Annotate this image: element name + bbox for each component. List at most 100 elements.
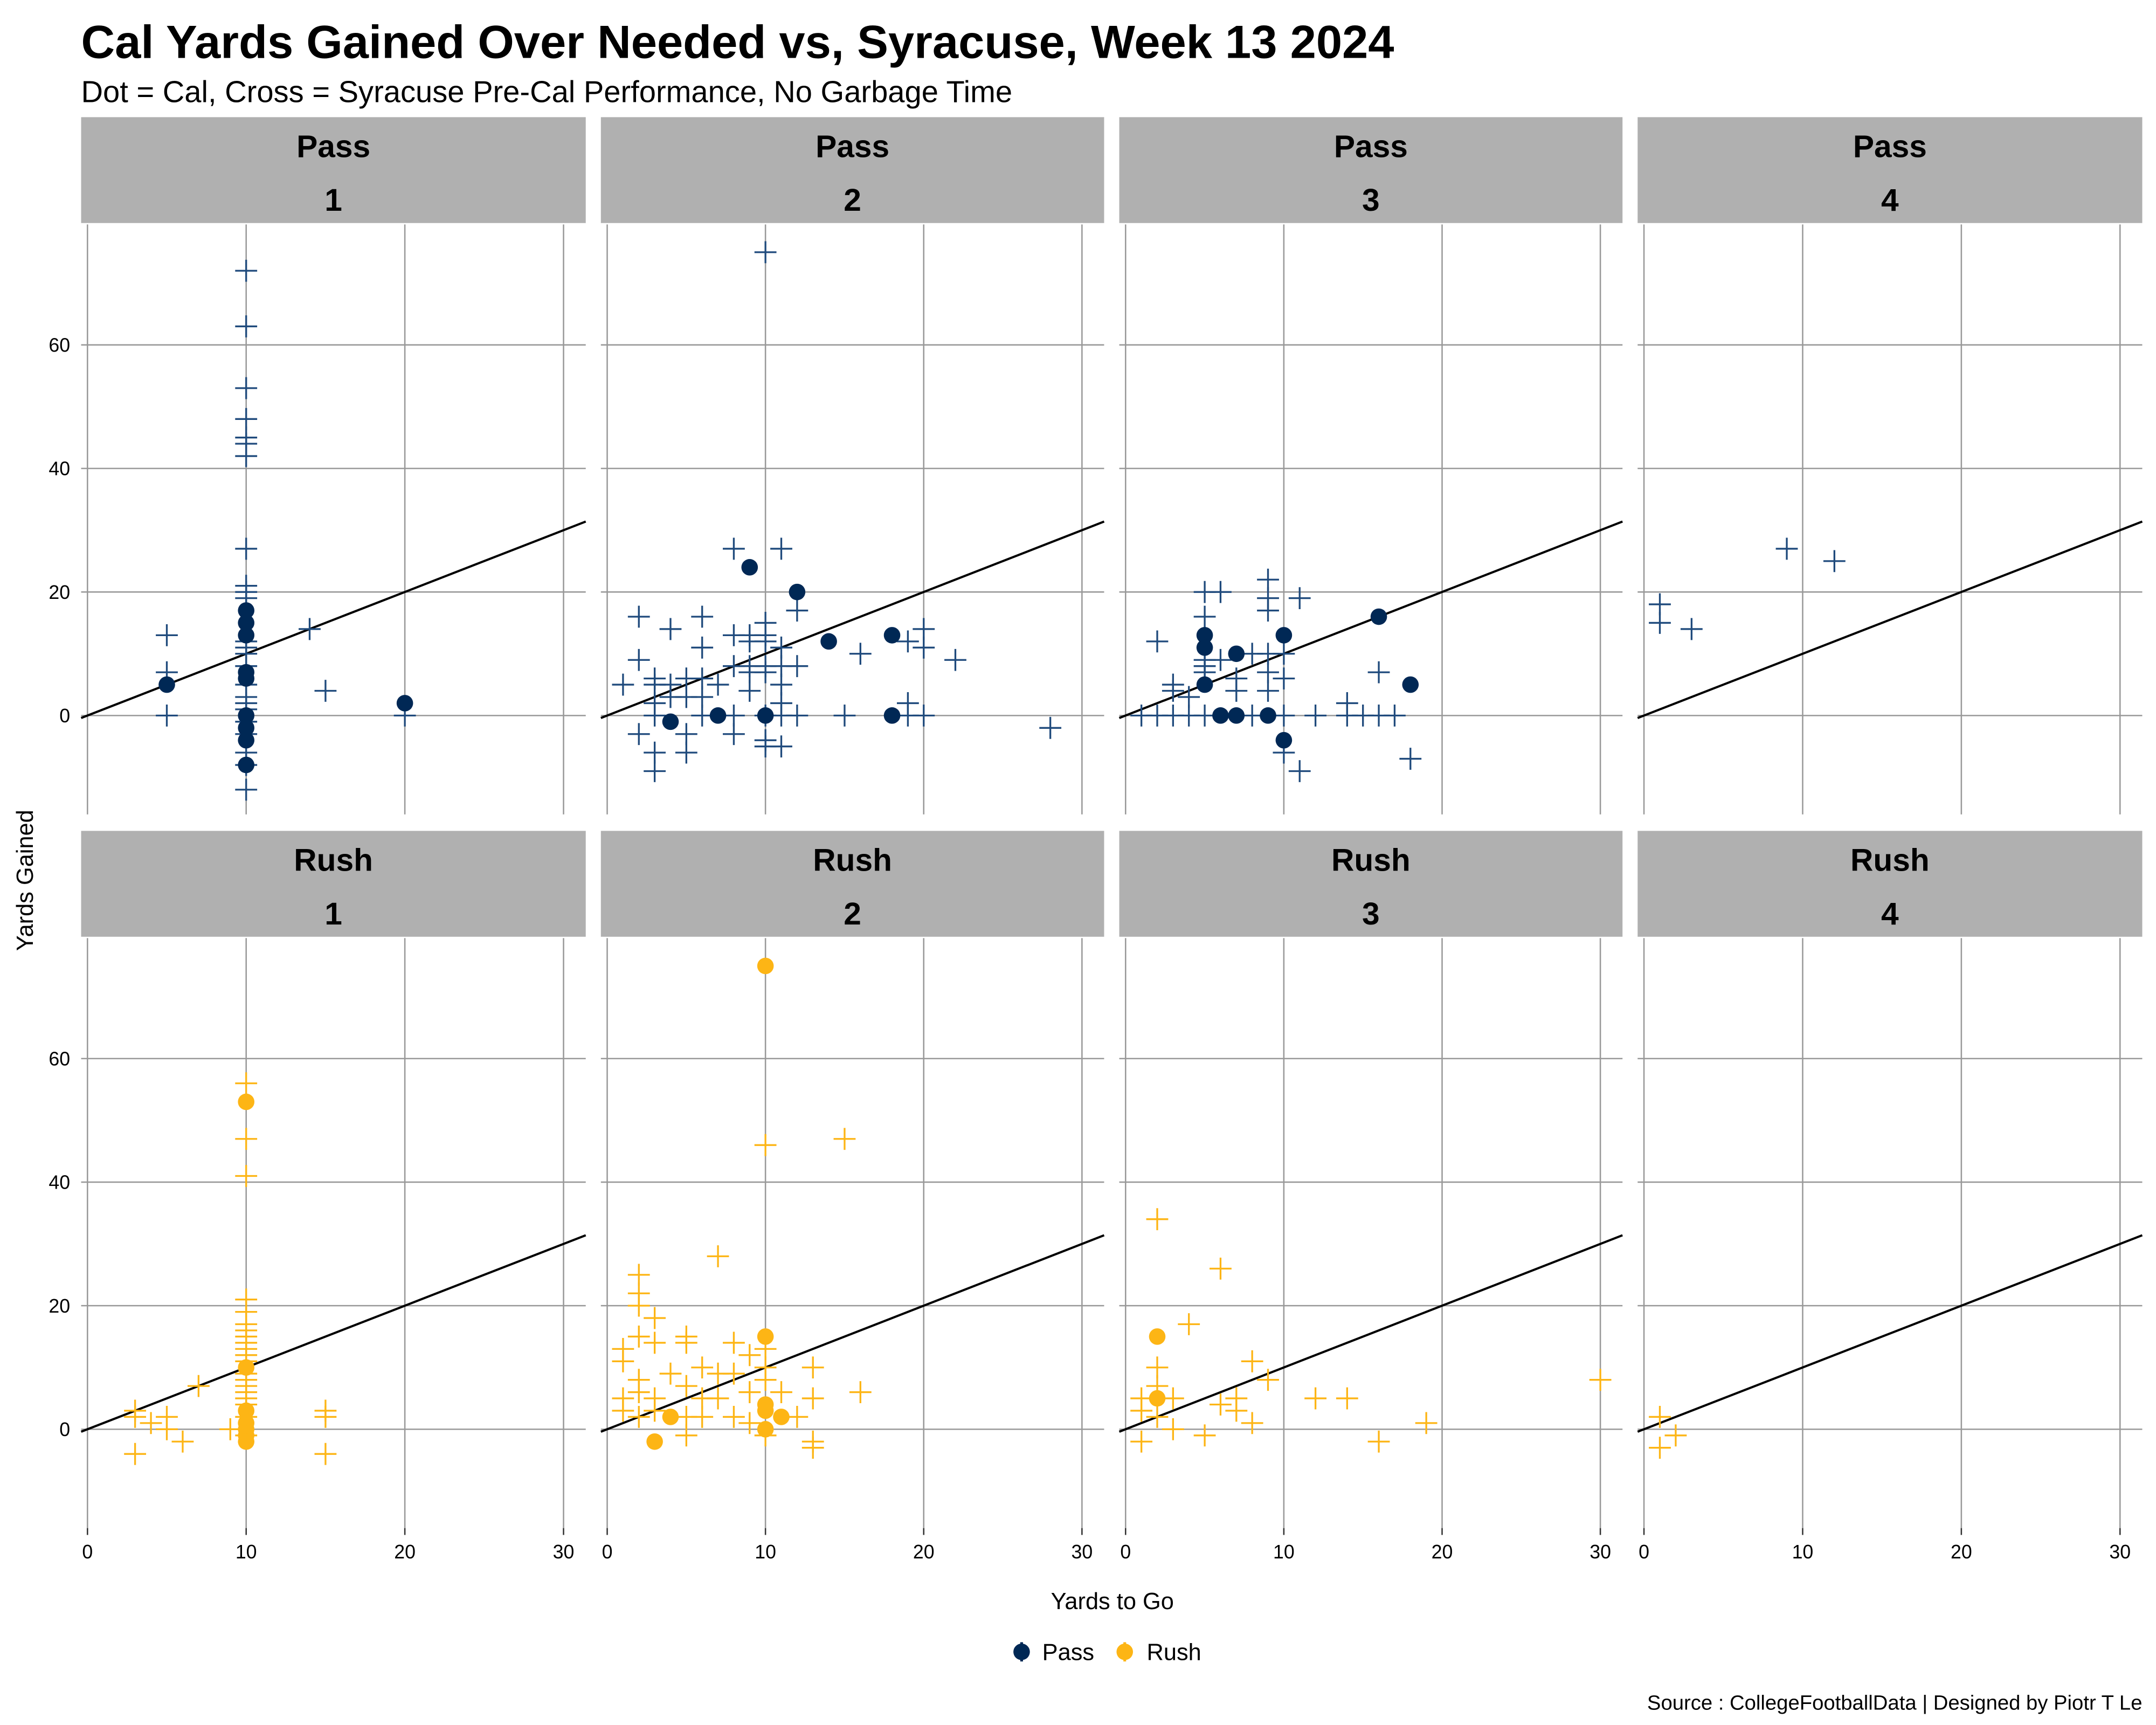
syracuse-cross-point (235, 537, 258, 560)
syracuse-cross-point (644, 704, 666, 727)
y-tick-label: 0 (59, 705, 70, 727)
cal-dot-point (1402, 676, 1419, 693)
cal-dot-point (1370, 608, 1387, 625)
syracuse-cross-point (754, 661, 777, 684)
syracuse-cross-point (627, 1294, 650, 1317)
syracuse-cross-point (187, 1375, 210, 1397)
syracuse-cross-point (235, 315, 258, 337)
cal-dot-point (773, 1409, 790, 1425)
facet-strip-down: 2 (844, 183, 861, 218)
syracuse-cross-point (801, 1387, 824, 1410)
syracuse-cross-point (1304, 704, 1327, 727)
reference-line-y-equals-x (80, 1234, 586, 1433)
y-tick-label: 40 (49, 1172, 70, 1193)
cal-dot-point (1228, 707, 1245, 724)
syracuse-cross-point (612, 1350, 634, 1372)
x-tick-label: 0 (1639, 1541, 1649, 1563)
syracuse-cross-point (1649, 612, 1671, 634)
syracuse-cross-point (1399, 748, 1422, 770)
cal-dot-point (238, 1093, 255, 1110)
syracuse-cross-point (124, 1406, 147, 1428)
syracuse-cross-point (1146, 1356, 1169, 1379)
cal-dot-point (820, 633, 837, 650)
syracuse-cross-point (801, 1356, 824, 1379)
syracuse-cross-point (156, 624, 178, 646)
syracuse-cross-point (235, 1128, 258, 1150)
cal-dot-point (238, 732, 255, 749)
cal-dot-point (1275, 732, 1293, 749)
cal-dot-point (662, 713, 679, 730)
legend-rush-dot-icon (1116, 1643, 1134, 1660)
cal-dot-point (1196, 639, 1213, 656)
facet-strip-play-type: Rush (1850, 843, 1930, 878)
x-tick-label: 0 (602, 1541, 613, 1563)
chart-subtitle: Dot = Cal, Cross = Syracuse Pre-Cal Perf… (81, 74, 1013, 108)
syracuse-cross-point (723, 723, 745, 746)
syracuse-cross-point (849, 1381, 872, 1403)
syracuse-cross-point (833, 704, 856, 727)
facet-strip-down: 4 (1881, 896, 1899, 932)
cal-dot-point (238, 615, 255, 631)
syracuse-cross-point (896, 692, 919, 714)
syracuse-cross-point (1304, 1387, 1327, 1410)
x-tick-label: 10 (1792, 1541, 1814, 1563)
x-axis-title: Yards to Go (1051, 1589, 1174, 1614)
syracuse-cross-point (1210, 1257, 1232, 1280)
syracuse-cross-point (738, 1344, 761, 1367)
syracuse-cross-point (770, 673, 792, 696)
syracuse-cross-point (770, 1381, 792, 1403)
syracuse-cross-point (140, 1412, 162, 1434)
cal-dot-point (757, 707, 774, 724)
facet-strip-play-type: Pass (296, 129, 370, 164)
syracuse-cross-point (1225, 1399, 1248, 1422)
syracuse-cross-point (1288, 587, 1311, 610)
facet-strip-play-type: Rush (294, 843, 373, 878)
syracuse-cross-point (1146, 1208, 1169, 1231)
syracuse-cross-point (1288, 760, 1311, 782)
syracuse-cross-point (171, 1430, 194, 1453)
syracuse-cross-point (691, 667, 714, 690)
syracuse-cross-point (1241, 1412, 1263, 1434)
syracuse-cross-point (754, 630, 777, 653)
cal-dot-point (709, 707, 727, 724)
facet-strip-down: 1 (324, 896, 342, 932)
syracuse-cross-point (1162, 1387, 1184, 1410)
syracuse-cross-point (754, 1134, 777, 1156)
syracuse-cross-point (675, 1375, 697, 1397)
syracuse-cross-point (235, 259, 258, 282)
syracuse-cross-point (1664, 1424, 1687, 1447)
syracuse-cross-point (627, 605, 650, 628)
syracuse-cross-point (1193, 605, 1216, 628)
cal-dot-point (238, 627, 255, 644)
syracuse-cross-point (754, 612, 777, 634)
syracuse-cross-point (1178, 1313, 1200, 1335)
y-tick-label: 20 (49, 1295, 70, 1317)
syracuse-cross-point (1162, 1418, 1184, 1440)
syracuse-cross-point (124, 1443, 147, 1465)
cal-dot-point (1275, 627, 1293, 644)
syracuse-cross-point (691, 1356, 714, 1379)
syracuse-cross-point (707, 1245, 729, 1267)
facet-panels: Pass10204060Pass2Pass3Pass4Rush102040600… (49, 117, 2143, 1563)
facet-strip-down: 4 (1881, 183, 1899, 218)
cal-dot-point (883, 627, 901, 644)
facet-strip (1637, 117, 2143, 223)
syracuse-cross-point (1130, 1430, 1153, 1453)
syracuse-cross-point (1649, 593, 1671, 616)
cal-dot-point (789, 583, 806, 601)
syracuse-cross-point (833, 1128, 856, 1150)
y-tick-label: 0 (59, 1419, 70, 1440)
cal-dot-point (238, 719, 255, 736)
cal-dot-point (646, 1433, 663, 1450)
facet-strip-play-type: Rush (1331, 843, 1411, 878)
syracuse-cross-point (1193, 704, 1216, 727)
syracuse-cross-point (1257, 568, 1279, 591)
cal-dot-point (1196, 627, 1213, 644)
syracuse-cross-point (612, 673, 634, 696)
syracuse-cross-point (770, 735, 792, 758)
syracuse-cross-point (1257, 599, 1279, 622)
syracuse-cross-point (235, 408, 258, 430)
syracuse-cross-point (913, 636, 935, 659)
